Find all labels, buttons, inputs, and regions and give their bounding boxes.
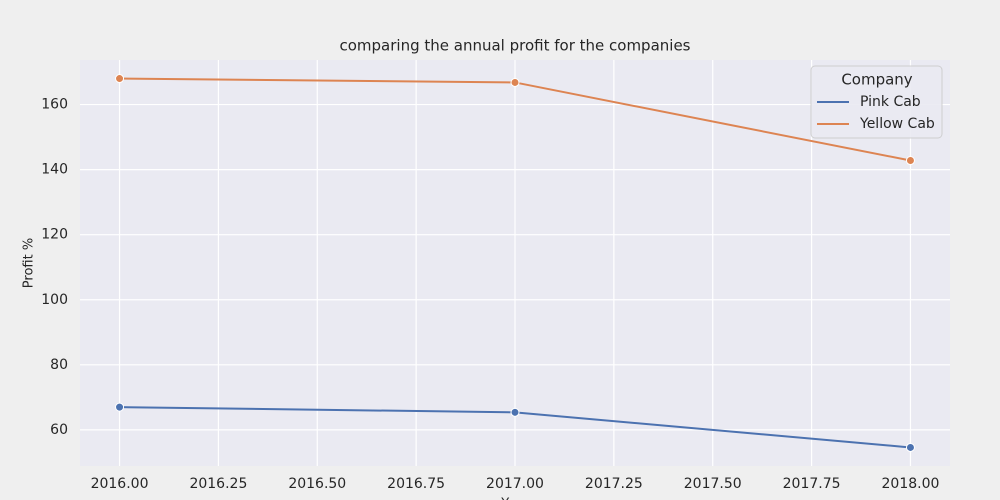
point: [510, 407, 520, 417]
x-tick-label: 2016.25: [189, 476, 247, 492]
y-tick-label: 60: [50, 422, 68, 438]
x-tick-label: 2017.50: [684, 476, 742, 492]
point: [905, 156, 915, 166]
x-tick-label: 2018.00: [882, 476, 940, 492]
y-tick-label: 100: [41, 292, 68, 308]
legend-title: Company: [841, 71, 912, 89]
x-tick-label: 2017.25: [585, 476, 643, 492]
y-tick-label: 160: [41, 97, 68, 113]
legend-label: Pink Cab: [860, 94, 921, 110]
legend-label: Yellow Cab: [859, 116, 935, 132]
x-tick-label: 2016.00: [91, 476, 149, 492]
x-tick-label: 2016.75: [387, 476, 445, 492]
point: [905, 442, 915, 452]
point: [115, 74, 125, 84]
y-tick-label: 80: [50, 357, 68, 373]
x-tick-label: 2016.50: [288, 476, 346, 492]
y-tick-label: 120: [41, 227, 68, 243]
legend-box: [810, 65, 943, 139]
x-tick-label: 2017.00: [486, 476, 544, 492]
y-tick-label: 140: [41, 162, 68, 178]
chart-title: comparing the annual profit for the comp…: [340, 37, 691, 55]
point: [115, 402, 125, 412]
point: [510, 77, 520, 87]
x-tick-label: 2017.75: [783, 476, 841, 492]
x-axis-label: Year: [500, 497, 529, 500]
y-axis-label: Profit %: [22, 238, 37, 288]
